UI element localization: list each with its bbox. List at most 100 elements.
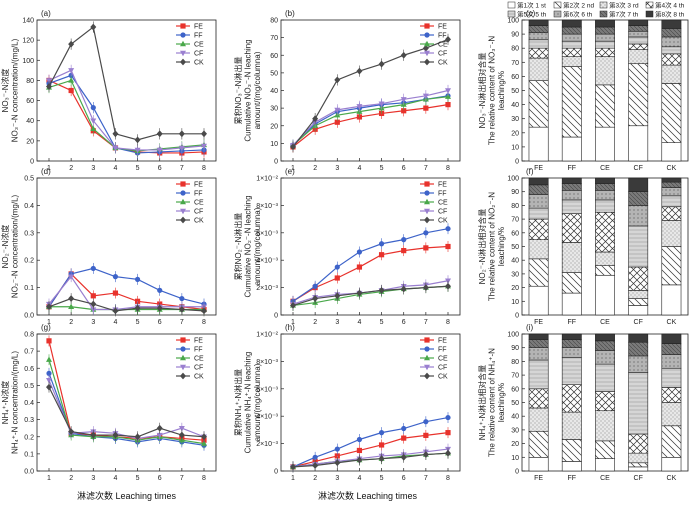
x-category-label: CE [600,319,610,326]
stacked-bar-panel-c: 0 10 20 30 40 50 60 70 80 90 100 (c) FE FF CE CF CK NO₃⁻-… [477,9,689,172]
bar-segment [661,456,682,472]
bar-segment [661,19,682,29]
plot-frame [280,19,461,162]
legend-marker-CE [180,40,186,47]
legend-marker-CF [180,50,186,57]
bar-segment [595,47,615,57]
x-tick-label: 7 [180,475,184,482]
legend-label-CE: CE [438,356,448,363]
y-axis-label: Cumulative NH₄⁺-N leaching [244,352,253,454]
legend-marker-FE [424,23,430,29]
data-point-CF [90,118,97,124]
plot-frame [36,177,217,316]
legend-label-CK: CK [438,374,448,381]
legend-label-CK: CK [194,374,204,381]
bar-segment [628,266,649,291]
panel-label: (g) [41,323,51,332]
bar-segment [595,190,615,201]
legend-marker-CK [424,372,430,380]
bar-segment [661,181,682,188]
x-tick-label: 7 [180,165,184,172]
bar-segment [595,251,615,266]
series-line-CK [292,38,449,148]
y-tick-label: 60 [511,74,519,81]
data-point-FF [445,226,451,232]
y-axis-label: 累积NH₄⁺-N淋出量 [233,369,243,436]
bar-segment [661,402,682,427]
bar-segment [628,462,649,468]
x-category-label: FE [534,475,543,482]
y-axis-label: NO₂⁻-N concentration/(mg/L) [11,194,20,298]
series-line-FE [292,104,449,148]
bar-segment [661,195,682,208]
bar-segment [595,40,615,49]
x-tick-label: 2 [69,165,73,172]
series-line-FF [292,416,449,468]
y-axis-label: 累积NO₃⁻-N淋出量 [233,57,243,125]
bar-segment [595,26,615,35]
data-point-FF [134,276,141,282]
x-category-label: FE [534,165,543,172]
legend-label-CF: CF [438,51,447,58]
panel-label: (b) [285,9,295,18]
data-point-FE [112,290,119,296]
data-point-CK [134,433,141,441]
x-tick-label: 6 [158,165,162,172]
y-tick-label: 50 [270,70,278,77]
legend-swatch [553,10,562,18]
bar-segment [561,272,582,294]
legend-label-FE: FE [194,338,203,345]
y-tick-label: 0.3 [24,417,34,424]
x-tick-label: 2 [69,475,73,482]
bar-segment [628,205,649,227]
legend-label-CK: CK [194,60,204,67]
bar-segment [628,333,649,343]
legend-marker-CF [424,208,430,215]
bar-segment [628,43,649,50]
bar-segment [661,36,682,48]
data-point-CK [312,115,319,123]
bar-segment [595,211,615,253]
bar-segment [561,183,582,191]
data-point-FE [423,432,429,438]
data-point-FF [90,265,96,272]
data-point-CK [400,51,407,59]
data-point-CK [178,306,185,313]
series-line-CF [292,89,449,146]
y-tick-label: 70 [511,373,519,380]
y-tick-label: 70 [270,35,278,42]
data-point-CF [68,274,75,280]
data-point-CK [68,428,75,436]
y-tick-label: 120 [22,38,34,45]
series-line-CK [292,452,449,468]
panel-label: (d) [41,167,51,176]
line-panel-a: 0 20 40 60 80 100 120 140 (a) 1 2 3 4 5 6 7 8 FE FF CE CF CK N… [0,9,217,172]
legend-label-CF: CF [438,365,447,372]
y-tick-label: 0 [274,313,278,320]
x-tick-label: 5 [380,475,384,482]
data-point-FF [46,370,52,376]
data-point-FE [423,105,429,111]
x-tick-label: 2 [313,165,317,172]
series-line-FF [292,228,449,302]
stacked-bar-legend: 第1次 1 st 第2次 2 nd 第3次 3 rd 第4次 4 th 第5次 5 th… [507,1,685,19]
bar-segment [661,46,682,55]
x-tick-label: 3 [335,165,339,172]
x-tick-label: 6 [158,475,162,482]
y-axis-label: leaching/% [497,383,506,422]
legend-entry: 第6次 6 th [563,10,593,19]
bar-segment [561,19,582,28]
data-point-FF [356,436,363,443]
bar-segment [628,225,649,268]
data-point-CK [201,130,207,138]
legend-marker-FF [180,346,186,352]
bar-segment [528,184,549,195]
legend-label-CF: CF [438,209,447,216]
line-legend: FE FF CE CF CK [420,23,448,67]
data-point-CK [422,284,429,291]
bar-segment [528,333,549,340]
data-point-CF [400,97,407,103]
x-tick-label: 6 [402,475,406,482]
legend-marker-CK [180,216,186,224]
data-point-FF [334,264,340,270]
